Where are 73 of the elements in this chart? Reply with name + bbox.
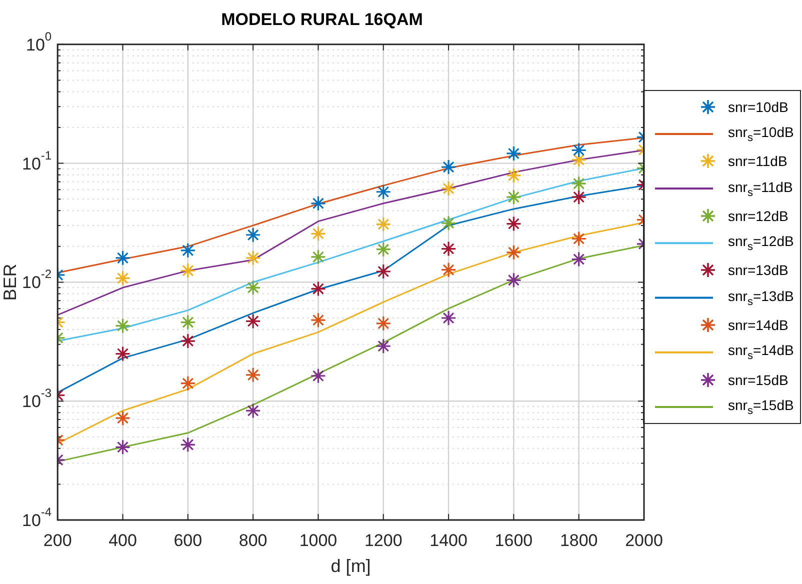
point [376, 338, 392, 354]
legend-label: snr$_{s}$=14dB [728, 342, 794, 362]
point [310, 196, 326, 212]
point [180, 314, 196, 330]
point [310, 249, 326, 265]
point [180, 436, 196, 452]
point [245, 313, 261, 329]
point [310, 368, 326, 384]
legend-label: snr$_{s}$=12dB [728, 233, 794, 254]
legend-label: snr=14dB [728, 317, 788, 334]
point [571, 251, 587, 268]
point [571, 189, 587, 205]
x-tick-label: 1600 [494, 530, 533, 550]
legend-label: snr$_{s}$=15dB [728, 397, 794, 417]
legend-label: snr=10dB [728, 98, 788, 115]
point [376, 316, 392, 332]
point [114, 410, 131, 426]
x-tick-label: 600 [174, 530, 202, 550]
point [571, 152, 587, 168]
point [376, 184, 392, 200]
point [506, 272, 522, 288]
point [114, 346, 131, 362]
x-tick-label: 800 [238, 530, 268, 550]
x-tick-label: 1800 [560, 530, 598, 550]
point [506, 244, 522, 260]
legend-label: snr=12dB [728, 208, 788, 224]
point [245, 280, 261, 296]
point [440, 262, 456, 278]
point [310, 226, 326, 242]
x-tick-label: 400 [108, 530, 137, 550]
x-tick-label: 1000 [299, 530, 338, 550]
legend-label: snr=11dB [728, 153, 788, 170]
legend-label: snr=15dB [728, 372, 788, 388]
point [245, 227, 261, 243]
point [245, 250, 261, 266]
point [440, 215, 456, 231]
point [440, 240, 456, 257]
legend-label: snr$_{s}$=10dB [728, 124, 794, 144]
point [180, 376, 196, 392]
chart-title: MODELO RURAL 16QAM [221, 10, 423, 29]
point [114, 439, 131, 455]
point [114, 318, 131, 334]
point [245, 402, 261, 419]
point [571, 176, 587, 192]
point [310, 312, 326, 328]
point [376, 264, 392, 280]
point [506, 189, 522, 205]
x-tick-label: 200 [43, 530, 72, 550]
point [571, 142, 587, 158]
legend-label: snr=13dB [728, 262, 788, 278]
point [310, 281, 326, 297]
point [114, 270, 131, 286]
point [180, 262, 196, 278]
point [376, 242, 392, 258]
point [506, 146, 522, 162]
x-tick-label: 2000 [625, 530, 663, 550]
point [376, 216, 392, 232]
point [180, 333, 196, 349]
point [245, 367, 261, 383]
point [114, 250, 131, 266]
point [506, 168, 522, 184]
point [440, 180, 456, 196]
point [506, 216, 522, 232]
legend-label: snr$_{s}$=11dB [728, 178, 793, 198]
legend-label: snr$_{s}$=13dB [728, 288, 794, 308]
x-tick-label: 1400 [430, 530, 468, 550]
point [180, 242, 196, 258]
point [440, 310, 456, 326]
point [440, 159, 456, 175]
x-axis-title: d [m] [330, 556, 371, 576]
y-axis-title: BER [0, 264, 20, 301]
point [571, 230, 587, 247]
x-tick-label: 1200 [364, 530, 402, 550]
